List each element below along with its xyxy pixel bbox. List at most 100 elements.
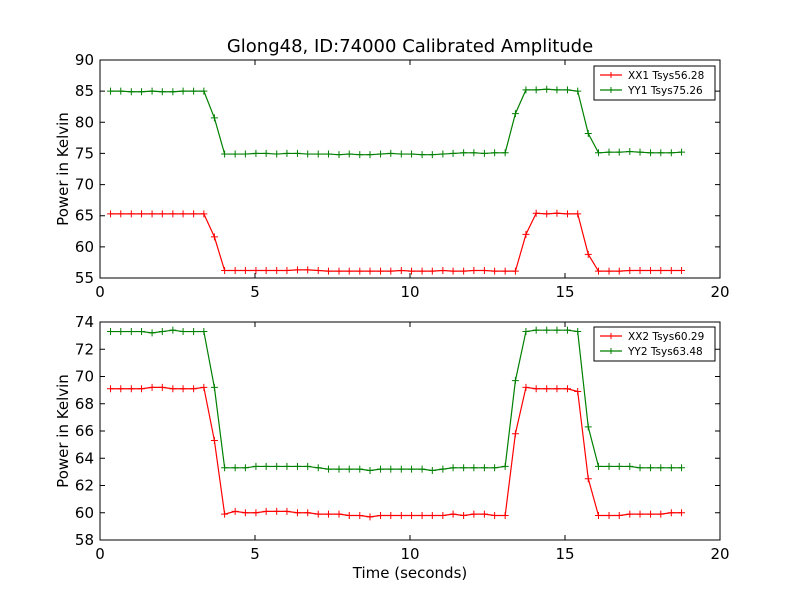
data-point <box>283 267 291 275</box>
data-point <box>283 149 291 157</box>
data-point <box>470 267 478 275</box>
data-point <box>273 462 281 470</box>
data-point <box>511 377 519 385</box>
data-point <box>480 464 488 472</box>
data-point <box>418 465 426 473</box>
data-point <box>460 464 468 472</box>
data-point <box>262 507 270 515</box>
y-tick-label: 68 <box>75 395 94 413</box>
data-point <box>262 462 270 470</box>
legend: XX1 Tsys56.28 YY1 Tsys75.26 <box>593 65 716 101</box>
data-point <box>293 509 301 517</box>
y-tick-label: 74 <box>75 313 94 331</box>
data-point <box>366 513 374 521</box>
data-point <box>667 464 675 472</box>
data-point <box>626 148 634 156</box>
y-tick-label: 55 <box>75 269 94 287</box>
data-point <box>480 267 488 275</box>
data-point <box>584 423 592 431</box>
data-point <box>169 210 177 218</box>
legend-marker-swatch <box>608 348 614 354</box>
data-point <box>439 150 447 158</box>
data-point <box>408 465 416 473</box>
y-tick-label: 58 <box>75 531 94 549</box>
data-point <box>356 267 364 275</box>
data-point <box>158 210 166 218</box>
data-point <box>387 149 395 157</box>
data-point <box>647 464 655 472</box>
x-tick-label: 10 <box>400 283 419 301</box>
data-point <box>200 328 208 336</box>
data-point <box>304 462 312 470</box>
data-point <box>636 510 644 518</box>
x-tick-label: 20 <box>710 283 729 301</box>
data-point <box>127 88 135 96</box>
data-point <box>345 150 353 158</box>
data-point <box>532 209 540 217</box>
data-point <box>200 87 208 95</box>
data-point <box>324 267 332 275</box>
data-point <box>470 464 478 472</box>
data-point <box>532 86 540 94</box>
data-point <box>553 209 561 217</box>
data-point <box>117 87 125 95</box>
data-point <box>439 511 447 519</box>
y-tick-label: 65 <box>75 207 94 225</box>
data-point <box>241 509 249 517</box>
data-point <box>491 464 499 472</box>
data-point <box>148 383 156 391</box>
data-point <box>231 464 239 472</box>
data-point <box>584 475 592 483</box>
data-point <box>304 509 312 517</box>
data-point <box>241 464 249 472</box>
data-point <box>563 210 571 218</box>
data-point <box>594 149 602 157</box>
data-point <box>148 87 156 95</box>
y-tick-label: 85 <box>75 82 94 100</box>
data-point <box>532 385 540 393</box>
data-point <box>501 462 509 470</box>
data-point <box>491 267 499 275</box>
data-point <box>158 88 166 96</box>
data-point <box>543 85 551 93</box>
data-point <box>127 385 135 393</box>
data-point <box>501 149 509 157</box>
data-point <box>366 151 374 159</box>
data-point <box>647 149 655 157</box>
data-point <box>377 465 385 473</box>
data-point <box>470 510 478 518</box>
legend-entry-label: XX1 Tsys56.28 <box>628 70 704 82</box>
x-tick-label: 10 <box>400 545 419 563</box>
y-tick-label: 60 <box>75 504 94 522</box>
data-point <box>574 387 582 395</box>
data-point <box>636 148 644 156</box>
data-point <box>678 148 686 156</box>
data-point <box>418 511 426 519</box>
data-point <box>335 465 343 473</box>
data-point <box>314 464 322 472</box>
data-point <box>377 511 385 519</box>
data-point <box>138 210 146 218</box>
legend-entry-label: YY2 Tsys63.48 <box>627 346 703 358</box>
data-point <box>179 328 187 336</box>
data-point <box>408 150 416 158</box>
data-point <box>574 87 582 95</box>
data-point <box>574 210 582 218</box>
data-point <box>221 464 229 472</box>
data-point <box>117 385 125 393</box>
data-point <box>397 511 405 519</box>
data-point <box>345 267 353 275</box>
x-axis-label: Time (seconds) <box>352 564 468 582</box>
chart-title: Glong48, ID:74000 Calibrated Amplitude <box>227 36 593 57</box>
data-point <box>657 267 665 275</box>
data-point <box>449 267 457 275</box>
data-point <box>345 465 353 473</box>
data-point <box>231 507 239 515</box>
data-point <box>594 267 602 275</box>
data-point <box>480 510 488 518</box>
data-point <box>314 510 322 518</box>
data-point <box>169 326 177 334</box>
data-point <box>574 328 582 336</box>
data-point <box>107 210 115 218</box>
data-point <box>553 385 561 393</box>
